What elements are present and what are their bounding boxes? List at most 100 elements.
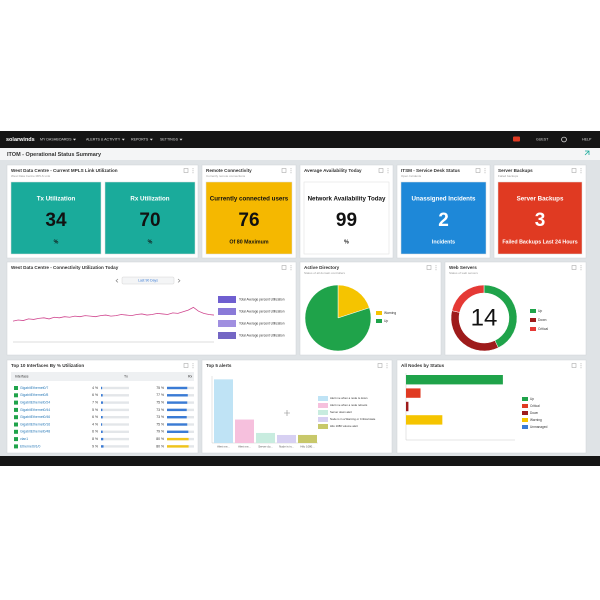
bar[interactable] xyxy=(277,434,296,443)
tile-label: Unassigned Incidents xyxy=(412,196,477,203)
interface-icon xyxy=(14,400,18,405)
status-tile[interactable] xyxy=(400,181,487,255)
legend-label: Server down alert xyxy=(330,410,352,414)
bar[interactable] xyxy=(406,388,421,398)
interface-icon xyxy=(14,444,18,449)
legend-label: Down xyxy=(530,411,538,415)
widget-edit-icon[interactable] xyxy=(183,168,189,173)
interface-name[interactable]: vlan1 xyxy=(20,437,28,441)
nav-menu-item[interactable]: SETTINGS xyxy=(160,137,179,141)
legend-swatch xyxy=(218,320,236,327)
interface-name[interactable]: GigabitEthernet0/8 xyxy=(20,393,48,397)
user-menu[interactable]: GUEST xyxy=(536,137,549,141)
legend-swatch xyxy=(318,417,328,422)
bar[interactable] xyxy=(298,434,317,443)
bar[interactable] xyxy=(235,419,254,443)
bar-track xyxy=(101,401,129,404)
legend-swatch xyxy=(318,403,328,408)
prev-arrow[interactable] xyxy=(115,278,119,283)
interface-name[interactable]: Ethernet0/1/0 xyxy=(20,444,40,448)
status-tile[interactable] xyxy=(205,181,293,255)
status-tile[interactable] xyxy=(497,181,583,255)
interface-icon xyxy=(14,437,18,442)
legend-label: Critical xyxy=(538,327,548,331)
widget-title: Remote Connectivity xyxy=(206,168,252,173)
rx-value: 80 xyxy=(156,444,160,448)
unit: % xyxy=(95,430,98,434)
title-bar xyxy=(0,148,600,160)
nav-menu-item[interactable]: MY DASHBOARDS xyxy=(40,137,72,141)
tile-label: Currently connected users xyxy=(210,196,289,203)
widget-edit-icon[interactable] xyxy=(377,363,383,368)
slice xyxy=(304,284,372,352)
rx-value: 79 xyxy=(156,430,160,434)
interface-name[interactable]: GigabitEthernet0/16 xyxy=(20,422,50,426)
interface-icon xyxy=(14,393,18,398)
status-tile[interactable] xyxy=(10,181,102,255)
slice xyxy=(337,284,370,319)
unit: % xyxy=(95,415,98,419)
tile-label: Rx Utilization xyxy=(130,196,169,203)
legend-label: Up xyxy=(384,319,388,323)
widget-edit-icon[interactable] xyxy=(281,168,287,173)
tile-label: Network Availability Today xyxy=(308,196,386,203)
widget-edit-icon[interactable] xyxy=(571,363,577,368)
range-button[interactable] xyxy=(121,276,175,285)
unit: % xyxy=(161,430,164,434)
widget-subtitle: Currently remote connections xyxy=(206,174,246,178)
legend-label: Hilo 1080 volume alert xyxy=(330,424,358,428)
interface-name[interactable]: GigabitEthernet0/24 xyxy=(20,400,50,404)
bar[interactable] xyxy=(406,415,443,425)
interface-name[interactable]: GigabitEthernet0/44 xyxy=(20,408,50,412)
widget-title: Average Availability Today xyxy=(304,168,362,173)
rx-value: 80 xyxy=(156,437,160,441)
rx-value: 75 xyxy=(156,400,160,404)
legend-swatch xyxy=(376,319,382,323)
help-link[interactable]: HELP xyxy=(582,137,592,141)
widget-edit-icon[interactable] xyxy=(183,363,189,368)
bar[interactable] xyxy=(214,379,233,443)
legend-label: Up xyxy=(538,309,542,313)
nav-menu-item[interactable]: REPORTS xyxy=(131,137,149,141)
bar[interactable] xyxy=(406,401,409,412)
widget-edit-icon[interactable] xyxy=(281,265,287,270)
alert-icon[interactable] xyxy=(513,136,520,142)
widget-title: Web Servers xyxy=(449,265,477,270)
next-arrow[interactable] xyxy=(177,278,181,283)
unit: % xyxy=(161,408,164,412)
search-icon[interactable] xyxy=(561,136,567,143)
tile-value: 76 xyxy=(238,210,259,231)
interface-name[interactable]: GigabitEthernet0/46 xyxy=(20,415,50,419)
interface-name[interactable]: GigabitEthernet0/48 xyxy=(20,430,50,434)
bar[interactable] xyxy=(256,432,275,443)
unit: % xyxy=(161,400,164,404)
unit: % xyxy=(95,422,98,426)
tx-bar xyxy=(101,394,103,397)
rx-bar xyxy=(167,430,189,433)
plus-icon xyxy=(284,410,290,416)
status-tile[interactable] xyxy=(104,181,196,255)
widget-edit-icon[interactable] xyxy=(571,168,577,173)
interface-name[interactable]: GigabitEthernet0/7 xyxy=(20,386,48,390)
rx-value: 75 xyxy=(156,422,160,426)
status-tile[interactable] xyxy=(303,181,390,255)
legend-label: Critical xyxy=(530,404,540,408)
widget-title: Top 10 Interfaces By % Utilization xyxy=(11,363,84,368)
utilization-line xyxy=(12,306,215,322)
unit: % xyxy=(95,437,98,441)
widget-edit-icon[interactable] xyxy=(475,168,481,173)
unit: % xyxy=(161,444,164,448)
rx-bar xyxy=(167,401,188,404)
logo: solarwinds xyxy=(6,137,35,143)
unit: % xyxy=(95,444,98,448)
widget-edit-icon[interactable] xyxy=(378,168,384,173)
rx-bar xyxy=(167,394,188,397)
widget-title: Top 5 alerts xyxy=(206,363,232,368)
tx-value: 6 xyxy=(92,393,94,397)
range-button-label[interactable]: Last 90 Days xyxy=(138,279,158,283)
widget-edit-icon[interactable] xyxy=(426,265,432,270)
nav-menu-item[interactable]: ALERTS & ACTIVITY xyxy=(86,137,121,141)
widget-edit-icon[interactable] xyxy=(571,265,577,270)
bar[interactable] xyxy=(406,375,503,385)
